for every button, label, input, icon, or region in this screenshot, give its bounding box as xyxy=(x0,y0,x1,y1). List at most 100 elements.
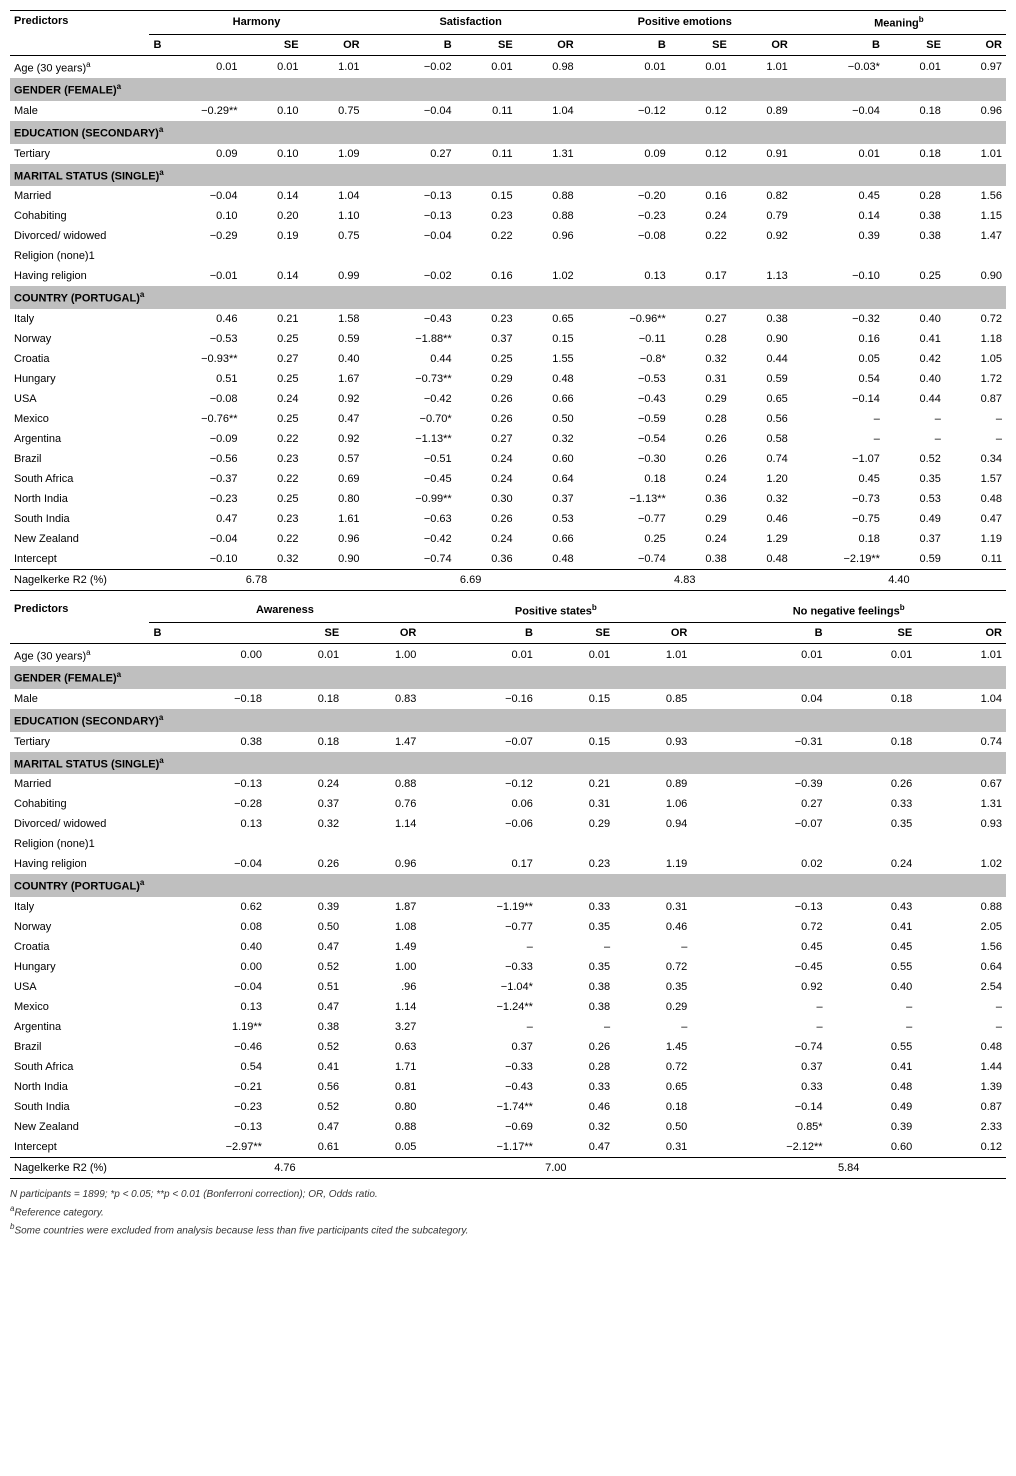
data-cell: 1.57 xyxy=(945,469,1006,489)
data-cell: 0.01 xyxy=(578,55,670,78)
data-cell: 0.33 xyxy=(827,794,917,814)
data-cell: −0.11 xyxy=(578,329,670,349)
data-cell: −0.76** xyxy=(149,409,241,429)
data-cell: −1.17** xyxy=(420,1137,537,1158)
row-label: USA xyxy=(10,977,149,997)
predictors-header: Predictors xyxy=(10,11,149,56)
data-cell: 0.13 xyxy=(149,997,266,1017)
data-cell: −0.13 xyxy=(149,1117,266,1137)
data-cell: 0.24 xyxy=(456,529,517,549)
data-cell: −0.14 xyxy=(792,389,884,409)
row-label: South Africa xyxy=(10,469,149,489)
section-header: MARITAL STATUS (SINGLE)a xyxy=(10,752,1006,775)
data-cell: 0.46 xyxy=(537,1097,614,1117)
data-cell: 0.38 xyxy=(884,206,945,226)
row-label: Intercept xyxy=(10,549,149,570)
data-cell: 0.09 xyxy=(149,144,241,164)
row-label: Intercept xyxy=(10,1137,149,1158)
r2-value: 4.40 xyxy=(792,569,1006,590)
data-cell: 0.10 xyxy=(242,101,303,121)
data-cell: 0.47 xyxy=(149,509,241,529)
data-cell: −1.24** xyxy=(420,997,537,1017)
data-cell: −0.74 xyxy=(364,549,456,570)
data-cell: 0.33 xyxy=(537,1077,614,1097)
data-cell: 0.44 xyxy=(364,349,456,369)
data-cell: 0.22 xyxy=(242,429,303,449)
data-cell: 0.04 xyxy=(691,689,826,709)
data-cell xyxy=(827,834,917,854)
data-cell xyxy=(303,246,364,266)
section-header: GENDER (FEMALE)a xyxy=(10,666,1006,689)
data-cell: −2.97** xyxy=(149,1137,266,1158)
data-cell: −0.13 xyxy=(364,206,456,226)
subcol-header: OR xyxy=(614,622,691,643)
data-cell: 0.28 xyxy=(670,329,731,349)
r2-value: 7.00 xyxy=(420,1157,691,1178)
data-cell: 0.18 xyxy=(266,732,343,752)
data-cell: 0.90 xyxy=(945,266,1006,286)
data-cell: −0.28 xyxy=(149,794,266,814)
data-cell: 0.45 xyxy=(792,186,884,206)
data-cell xyxy=(149,834,266,854)
row-label: Male xyxy=(10,101,149,121)
data-cell: 0.47 xyxy=(266,1117,343,1137)
data-cell: 0.52 xyxy=(266,957,343,977)
footnote: aReference category. xyxy=(10,1203,1006,1221)
data-cell: 1.72 xyxy=(945,369,1006,389)
data-cell xyxy=(945,246,1006,266)
data-cell: 0.48 xyxy=(945,489,1006,509)
data-cell: −0.43 xyxy=(420,1077,537,1097)
data-cell: 0.18 xyxy=(884,101,945,121)
data-cell: −0.73** xyxy=(364,369,456,389)
data-cell: – xyxy=(792,429,884,449)
data-cell: 0.38 xyxy=(537,997,614,1017)
data-cell: 0.23 xyxy=(456,309,517,329)
data-cell: 0.22 xyxy=(670,226,731,246)
r2-label: Nagelkerke R2 (%) xyxy=(10,569,149,590)
data-cell: 0.52 xyxy=(266,1037,343,1057)
data-cell: 0.54 xyxy=(149,1057,266,1077)
data-cell: 0.92 xyxy=(303,429,364,449)
data-cell: 0.45 xyxy=(827,937,917,957)
r2-value: 4.83 xyxy=(578,569,792,590)
data-cell: −0.01 xyxy=(149,266,241,286)
group-header: No negative feelingsb xyxy=(691,599,1006,622)
data-cell: −1.13** xyxy=(578,489,670,509)
data-cell xyxy=(731,246,792,266)
data-cell: −1.07 xyxy=(792,449,884,469)
data-cell: −0.39 xyxy=(691,774,826,794)
data-cell: 0.59 xyxy=(884,549,945,570)
data-cell: 0.31 xyxy=(614,897,691,917)
data-cell: 0.26 xyxy=(670,449,731,469)
data-cell: 0.23 xyxy=(537,854,614,874)
data-cell: – xyxy=(537,937,614,957)
data-cell: 1.58 xyxy=(303,309,364,329)
data-cell: 0.01 xyxy=(792,144,884,164)
row-label: New Zealand xyxy=(10,1117,149,1137)
data-cell: 0.96 xyxy=(517,226,578,246)
row-label: Male xyxy=(10,689,149,709)
row-label: South India xyxy=(10,1097,149,1117)
data-cell: 0.29 xyxy=(670,509,731,529)
data-cell: 0.59 xyxy=(731,369,792,389)
data-cell: 1.19 xyxy=(614,854,691,874)
data-cell: 0.32 xyxy=(517,429,578,449)
data-cell: 0.49 xyxy=(827,1097,917,1117)
data-cell: 0.46 xyxy=(731,509,792,529)
data-cell: −0.29** xyxy=(149,101,241,121)
data-cell: 0.32 xyxy=(670,349,731,369)
data-cell: 0.15 xyxy=(517,329,578,349)
data-cell: 0.33 xyxy=(537,897,614,917)
data-cell: 0.47 xyxy=(303,409,364,429)
data-cell: −1.88** xyxy=(364,329,456,349)
subcol-header: OR xyxy=(517,34,578,55)
data-cell xyxy=(578,246,670,266)
data-cell: 1.05 xyxy=(945,349,1006,369)
row-label: North India xyxy=(10,1077,149,1097)
data-cell: 0.88 xyxy=(343,774,420,794)
data-cell: −0.45 xyxy=(364,469,456,489)
data-cell: −0.13 xyxy=(691,897,826,917)
data-cell: 0.13 xyxy=(578,266,670,286)
subcol-header: B xyxy=(149,622,266,643)
data-cell: −1.13** xyxy=(364,429,456,449)
